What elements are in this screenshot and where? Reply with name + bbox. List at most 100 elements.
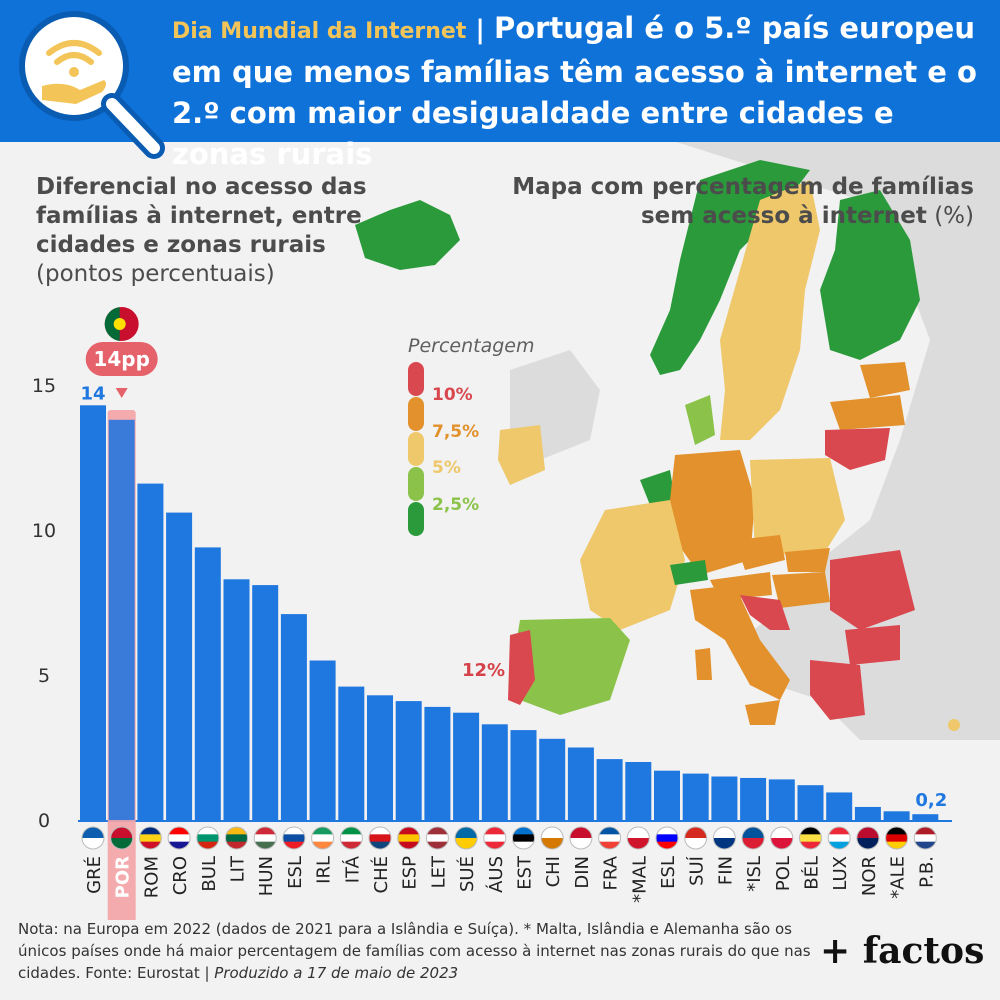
header-separator: | <box>466 15 494 45</box>
map-subtitle-bold: Mapa com percentagem de famílias sem ace… <box>512 174 974 229</box>
x-tick-label: LIT <box>228 855 249 882</box>
bar <box>539 738 566 820</box>
x-tick-label: SUÍ <box>686 856 708 886</box>
highlight-badge <box>85 342 158 376</box>
flag-border <box>311 826 335 850</box>
bar <box>567 747 594 820</box>
map-estonia <box>860 362 910 398</box>
bar <box>108 419 135 820</box>
flag-hr-icon <box>168 827 191 849</box>
y-tick-label: 10 <box>32 520 56 542</box>
flag-border <box>397 826 421 850</box>
flag-border <box>885 826 909 850</box>
x-tick-label: LET <box>428 855 449 888</box>
bar <box>252 585 279 820</box>
y-tick-label: 5 <box>38 665 50 687</box>
bar <box>740 777 767 820</box>
footnote: Nota: na Europa em 2022 (dados de 2021 p… <box>18 918 818 984</box>
bar <box>510 730 537 820</box>
bar <box>309 660 336 820</box>
x-tick-label: EST <box>515 855 536 890</box>
bar <box>854 806 881 820</box>
flag-border <box>598 826 622 850</box>
bar <box>166 512 193 820</box>
flag-border <box>282 826 306 850</box>
flag-gr-icon <box>82 827 104 849</box>
flag-se-icon <box>455 827 478 849</box>
flag-border <box>368 826 392 850</box>
flag-bg-icon <box>196 827 219 849</box>
flag-at-icon <box>483 827 506 849</box>
map-cyprus <box>948 719 960 731</box>
bar <box>453 712 480 820</box>
x-tick-label: *ALE <box>888 856 909 899</box>
flag-border <box>569 826 593 850</box>
flag-dk-icon <box>569 827 592 849</box>
flag-border <box>856 826 880 850</box>
bar <box>424 706 451 820</box>
x-tick-label: DIN <box>572 856 593 889</box>
flag-border <box>626 826 650 850</box>
flag-ie-icon <box>311 827 334 849</box>
x-tick-label: BÉL <box>801 856 823 890</box>
bar <box>481 724 508 820</box>
bar <box>797 785 824 820</box>
legend-swatch <box>408 362 424 396</box>
flag-sk-icon <box>282 827 305 849</box>
x-tick-label: ITÁ <box>341 855 363 883</box>
bar <box>395 701 422 820</box>
flag-border <box>770 826 794 850</box>
portugal-flag-green <box>104 307 120 341</box>
bar <box>654 770 680 820</box>
map-sweden <box>720 180 820 440</box>
flag-border <box>454 826 478 850</box>
magnifier-wifi-logo-icon <box>19 11 165 159</box>
flag-border <box>741 826 765 850</box>
flag-border <box>196 826 220 850</box>
flag-border <box>225 826 248 850</box>
map-subtitle: Mapa com percentagem de famílias sem ace… <box>454 173 974 231</box>
data-label: 0,2 <box>915 790 947 811</box>
flag-is-icon <box>742 827 765 849</box>
bar <box>194 547 221 820</box>
header-kicker: Dia Mundial da Internet <box>172 19 467 44</box>
map-greece <box>810 660 865 720</box>
flag-be-icon <box>799 827 822 849</box>
flag-lt-icon <box>225 827 248 849</box>
x-tick-label: SUÉ <box>456 856 478 892</box>
map-legend-title: Percentagem <box>408 335 535 357</box>
y-tick-label: 0 <box>38 810 50 832</box>
flag-border <box>684 826 708 850</box>
map-switzerland <box>670 560 708 585</box>
bar <box>223 579 250 820</box>
map-portugal <box>508 630 535 705</box>
flag-pt-icon <box>110 827 133 849</box>
x-tick-label: POR <box>113 856 134 898</box>
flag-border <box>253 826 277 850</box>
europe-map <box>355 140 1000 740</box>
map-hungary <box>772 572 830 608</box>
x-tick-label: LUX <box>830 856 851 891</box>
map-germany <box>670 450 755 575</box>
data-label: 14 <box>80 383 105 404</box>
flag-border <box>799 826 822 850</box>
legend-label: 5% <box>432 458 461 478</box>
flag-si-icon <box>656 827 678 849</box>
map-croatia <box>740 595 790 630</box>
x-tick-label: POL <box>773 856 794 891</box>
flag-cz-icon <box>369 827 391 849</box>
x-tick-label: IRL <box>314 856 335 884</box>
header-banner <box>0 0 1000 142</box>
x-tick-label: P.B. <box>916 856 937 888</box>
flag-border <box>110 826 134 850</box>
map-romania <box>830 550 915 630</box>
legend-swatch <box>408 502 424 536</box>
legend-swatch <box>408 432 424 466</box>
x-tick-label: ÁUS <box>485 856 507 893</box>
legend-label: 10% <box>432 385 473 405</box>
map-bulgaria <box>845 625 900 665</box>
flag-nl-icon <box>914 827 937 849</box>
x-tick-label: ROM <box>141 856 162 898</box>
x-tick-label: ESL <box>658 856 679 889</box>
